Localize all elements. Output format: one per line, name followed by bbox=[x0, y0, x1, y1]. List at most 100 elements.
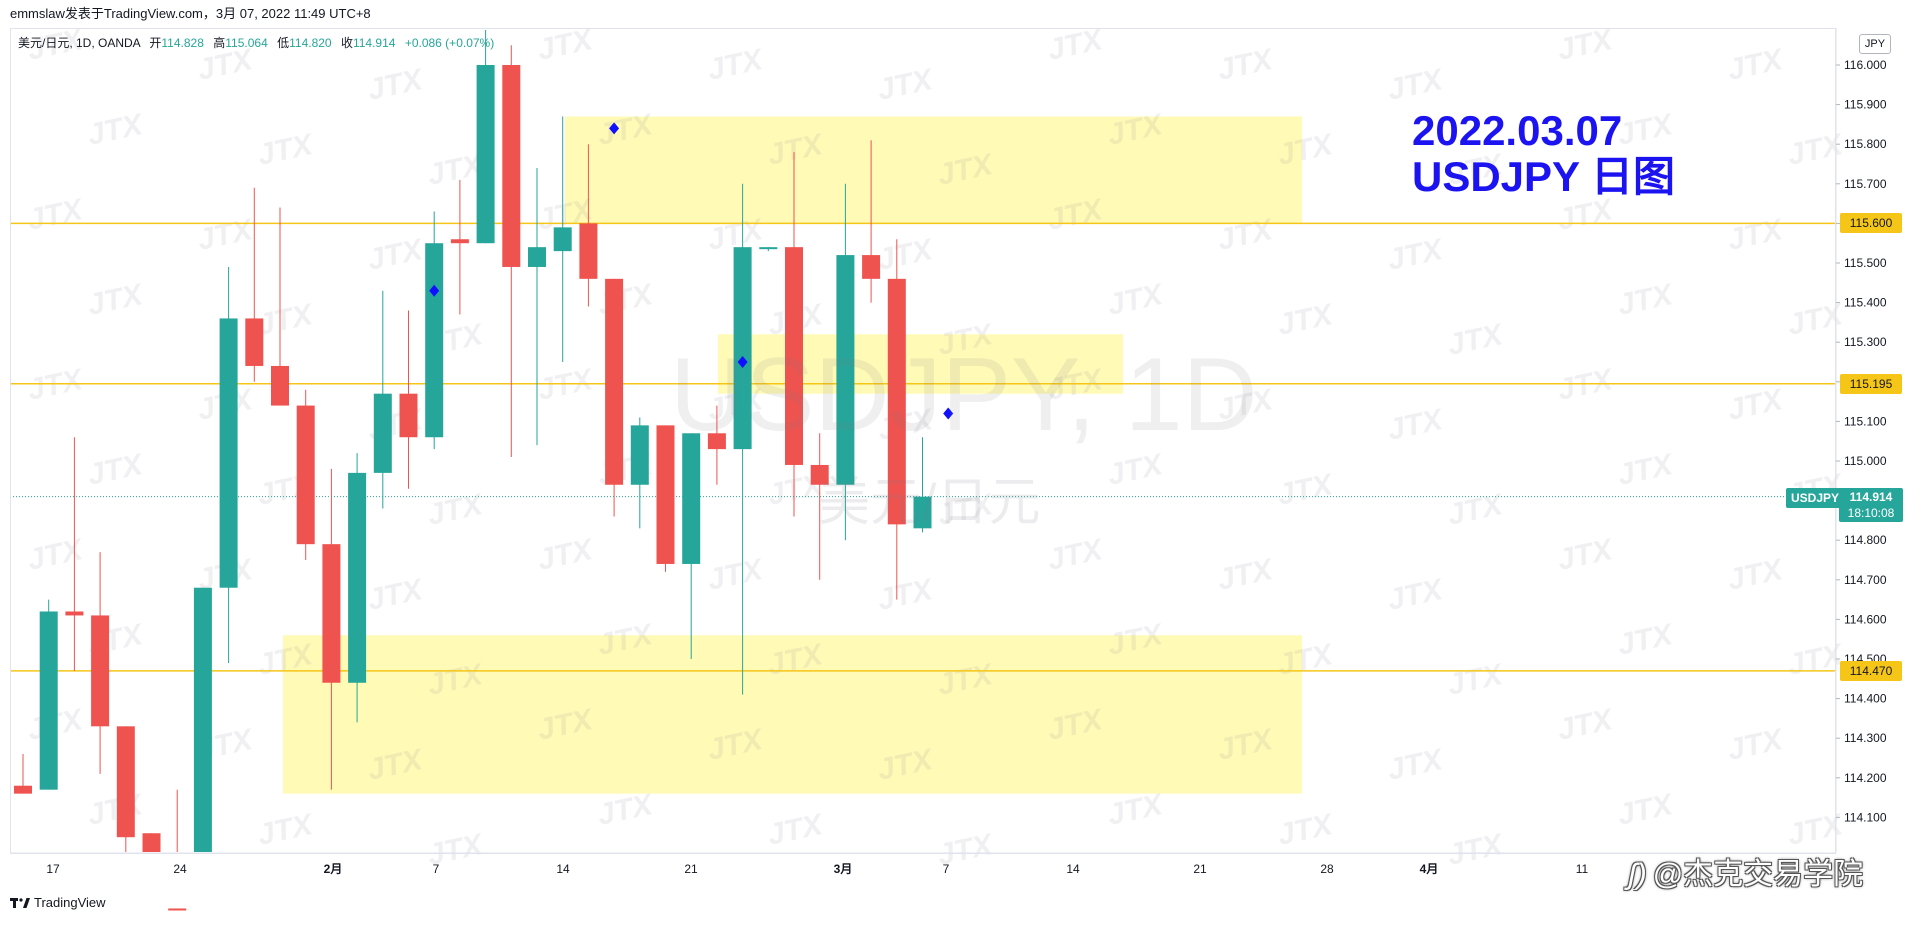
watermark-pattern: JTX bbox=[1615, 618, 1678, 662]
candle-body bbox=[373, 393, 392, 473]
candle-body bbox=[168, 908, 187, 911]
zone-support bbox=[283, 635, 1302, 794]
currency-badge[interactable]: JPY bbox=[1859, 34, 1891, 54]
candle bbox=[65, 437, 84, 671]
watermark-pattern: JTX bbox=[1215, 553, 1278, 597]
watermark-pattern: JTX bbox=[875, 63, 938, 107]
candle-body bbox=[476, 65, 495, 244]
watermark-pattern: JTX bbox=[1105, 448, 1168, 492]
candle bbox=[913, 437, 932, 533]
candle bbox=[862, 140, 881, 303]
candle-body bbox=[913, 496, 932, 529]
watermark-pattern: JTX bbox=[595, 788, 658, 832]
legend-close-label: 收 bbox=[340, 36, 353, 50]
price-tag-level2: 115.195 bbox=[1840, 373, 1902, 394]
watermark-pattern: JTX bbox=[705, 43, 768, 87]
watermark-pattern: JTX bbox=[1555, 363, 1618, 407]
x-tick-label: 2月 bbox=[324, 862, 343, 876]
last-price-tag: 114.914 18:10:08 bbox=[1839, 488, 1903, 522]
candle-body bbox=[116, 726, 135, 838]
watermark-pattern: JTX bbox=[1105, 788, 1168, 832]
symbol-watermark: USDJPY, 1D bbox=[670, 337, 1258, 453]
candle bbox=[14, 754, 32, 794]
y-axis: 116.000115.900115.800115.700115.600115.5… bbox=[1835, 28, 1887, 853]
x-axis: 17 24 2月 7 14 21 3月 7 14 21 28 4月 11 bbox=[10, 852, 1836, 876]
watermark-pattern: JTX bbox=[595, 278, 658, 322]
candle-body bbox=[862, 255, 881, 279]
candle bbox=[322, 468, 341, 790]
x-tick-label: 11 bbox=[1576, 862, 1589, 876]
candle bbox=[219, 266, 238, 663]
price-tag-level1: 115.600 bbox=[1840, 213, 1902, 234]
x-tick-label: 14 bbox=[556, 862, 570, 876]
candle-body bbox=[682, 433, 701, 564]
y-tick-label: 115.700 bbox=[1844, 177, 1887, 191]
candle-body bbox=[348, 472, 367, 683]
symbol-price-tag: USDJPY bbox=[1786, 488, 1845, 508]
watermark-pattern: JTX bbox=[85, 448, 148, 492]
candle-body bbox=[14, 785, 32, 794]
symbol-watermark-sub: 美元/日元 bbox=[818, 474, 1041, 532]
candle-body bbox=[887, 278, 906, 525]
watermark-pattern: JTX bbox=[255, 808, 318, 852]
candle-body bbox=[65, 611, 84, 616]
candle-body bbox=[425, 243, 444, 438]
candle-body bbox=[733, 247, 752, 450]
watermark-pattern: JTX bbox=[1445, 658, 1508, 702]
candle bbox=[528, 167, 546, 446]
candle bbox=[553, 116, 572, 362]
x-tick-label: 24 bbox=[173, 862, 187, 876]
signal-marker bbox=[609, 122, 620, 135]
watermark-pattern: JTX bbox=[1785, 298, 1848, 342]
candle bbox=[245, 187, 264, 382]
y-tick-label: 115.300 bbox=[1844, 335, 1887, 349]
candle bbox=[810, 433, 829, 580]
legend-open: 114.828 bbox=[161, 36, 204, 50]
x-tick-label: 17 bbox=[46, 862, 60, 876]
x-tick-label: 28 bbox=[1320, 862, 1334, 876]
candle-body bbox=[142, 833, 161, 852]
signal-marker bbox=[429, 284, 440, 297]
candle bbox=[348, 453, 367, 723]
watermark-pattern: JTX bbox=[1555, 23, 1618, 67]
watermark-pattern: JTX bbox=[255, 298, 318, 342]
x-tick-label: 14 bbox=[1066, 862, 1080, 876]
candle-body bbox=[836, 255, 855, 485]
candle-body bbox=[450, 239, 469, 244]
candle-body bbox=[399, 393, 418, 438]
x-tick-label: 7 bbox=[433, 862, 440, 876]
candle bbox=[476, 30, 495, 244]
footer-brand[interactable]: TradingView bbox=[10, 893, 106, 913]
candle-body bbox=[193, 587, 212, 852]
price-tag-level3: 114.470 bbox=[1840, 660, 1902, 681]
candle bbox=[116, 726, 135, 852]
watermark-pattern: JTX bbox=[1385, 403, 1448, 447]
candle-body bbox=[528, 247, 546, 267]
y-tick-label: 115.400 bbox=[1844, 296, 1887, 310]
x-tick-label: 7 bbox=[943, 862, 950, 876]
y-tick-label: 115.100 bbox=[1844, 414, 1887, 428]
watermark-pattern: JTX bbox=[1785, 638, 1848, 682]
watermark-pattern: JTX bbox=[1725, 383, 1788, 427]
watermark-pattern: JTX bbox=[535, 23, 598, 67]
candle bbox=[656, 425, 675, 572]
watermark-pattern: JTX bbox=[1445, 318, 1508, 362]
watermark-pattern: JTX bbox=[365, 233, 428, 277]
watermark-pattern: JTX bbox=[1445, 488, 1508, 532]
watermark-pattern: JTX bbox=[25, 363, 88, 407]
x-tick-label: 21 bbox=[684, 862, 698, 876]
candle-body bbox=[785, 247, 803, 465]
candle bbox=[887, 239, 906, 600]
signal-marker bbox=[737, 356, 748, 368]
watermark-pattern: JTX bbox=[705, 553, 768, 597]
candle-body bbox=[630, 425, 649, 485]
candle bbox=[296, 389, 315, 560]
candle bbox=[39, 599, 58, 790]
legend-symbol[interactable]: 美元/日元, 1D, OANDA bbox=[18, 36, 141, 50]
y-tick-label: 114.100 bbox=[1844, 810, 1887, 824]
y-tick-label: 115.500 bbox=[1844, 256, 1887, 270]
candle bbox=[707, 405, 726, 485]
candle bbox=[193, 587, 212, 852]
brand-name: TradingView bbox=[34, 895, 106, 910]
watermark-pattern: JTX bbox=[1275, 468, 1338, 512]
